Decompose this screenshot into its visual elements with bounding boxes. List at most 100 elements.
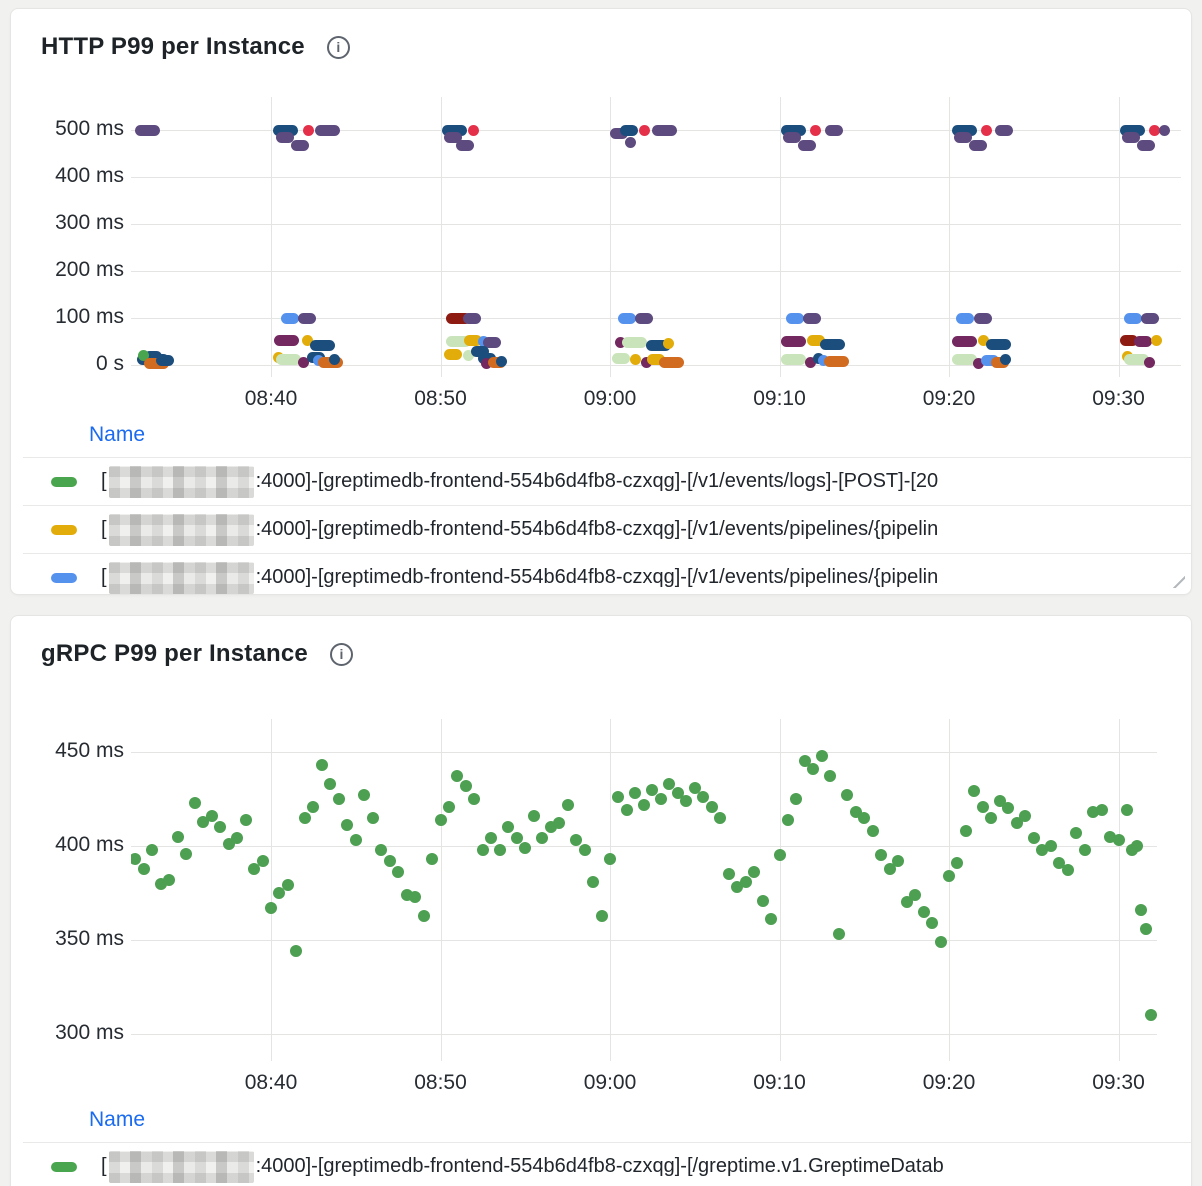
scatter-dot-green — [1019, 809, 1032, 822]
legend-label-prefix: [ — [101, 1155, 107, 1177]
scatter-dot-green — [1070, 826, 1083, 839]
legend-row[interactable]: [:4000]-[greptimedb-frontend-554b6d4fb8-… — [23, 505, 1191, 553]
x-axis-tick-label: 09:00 — [583, 1071, 637, 1094]
gridline-horizontal — [131, 365, 1181, 366]
scatter-dot-green — [298, 811, 311, 824]
legend-header: Name — [89, 423, 146, 446]
scatter-dot-green — [459, 779, 472, 792]
http-scatter-plot[interactable] — [131, 97, 1181, 377]
scatter-dot-green — [654, 793, 667, 805]
scatter-dot-purple — [291, 140, 310, 151]
series-color-dash — [51, 524, 77, 535]
scatter-dot-green — [519, 841, 532, 854]
scatter-dot-green — [553, 817, 566, 830]
info-icon[interactable]: i — [326, 35, 350, 59]
scatter-dot-green — [392, 866, 405, 879]
scatter-dot-lightgreen — [611, 352, 630, 364]
scatter-dot-green — [1044, 840, 1057, 852]
scatter-dot-green — [281, 879, 294, 892]
scatter-dot-yellow — [1150, 335, 1162, 347]
http-legend: Name [:4000]-[greptimedb-frontend-554b6d… — [11, 423, 1191, 594]
scatter-dot-lightgreen — [445, 336, 471, 347]
info-icon[interactable]: i — [329, 642, 353, 666]
scatter-dot-green — [587, 875, 600, 888]
scatter-dot-green — [1139, 922, 1152, 935]
scatter-dot-green — [163, 873, 176, 886]
scatter-dot-purple — [635, 312, 654, 324]
scatter-dot-green — [417, 909, 430, 922]
scatter-dot-green — [468, 793, 481, 805]
scatter-dot-navy — [986, 338, 1012, 350]
scatter-dot-purple — [782, 131, 801, 143]
legend-row[interactable]: [:4000]-[greptimedb-frontend-554b6d4fb8-… — [23, 457, 1191, 505]
scatter-dot-blue — [786, 312, 805, 324]
scatter-dot-green — [892, 855, 905, 868]
scatter-dot-green — [875, 849, 888, 862]
legend-header: Name — [89, 1108, 146, 1131]
scatter-dot-green — [434, 813, 447, 826]
scatter-dot-green — [205, 809, 218, 822]
scatter-dot-green — [917, 905, 930, 918]
scatter-dot-green — [570, 834, 583, 847]
y-axis-tick-label: 500 ms — [55, 117, 124, 140]
scatter-dot-purple — [462, 312, 481, 324]
scatter-dot-green — [841, 789, 854, 802]
scatter-dot-purple — [954, 132, 973, 144]
scatter-dot-green — [349, 834, 362, 847]
scatter-dot-navy — [645, 340, 671, 352]
scatter-dot-green — [315, 759, 328, 772]
scatter-dot-green — [485, 832, 498, 845]
redacted-ip — [108, 1150, 254, 1183]
scatter-dot-blue — [618, 312, 637, 324]
scatter-dot-green — [239, 813, 252, 826]
scatter-dot-magenta — [615, 336, 627, 348]
y-axis-tick-label: 350 ms — [55, 927, 124, 950]
scatter-dot-purple — [825, 124, 844, 136]
gridline-horizontal — [131, 318, 1181, 319]
y-axis-tick-label: 300 ms — [55, 1021, 124, 1044]
scatter-dot-green — [985, 811, 998, 824]
legend-row[interactable]: [:4000]-[greptimedb-frontend-554b6d4fb8-… — [23, 553, 1191, 594]
scatter-dot-navy — [620, 124, 639, 136]
scatter-dot-blue — [955, 312, 974, 324]
series-color-dash — [51, 1161, 77, 1172]
x-axis-tick-label: 09:20 — [922, 1071, 976, 1094]
gridline-horizontal — [131, 940, 1157, 941]
x-axis-tick-label: 09:10 — [753, 387, 806, 410]
scatter-dot-green — [383, 855, 396, 868]
scatter-dot-green — [171, 830, 184, 843]
gridline-horizontal — [131, 752, 1157, 753]
scatter-dot-green — [493, 843, 506, 856]
scatter-dot-green — [976, 800, 989, 813]
scatter-dot-green — [358, 789, 371, 802]
scatter-dot-red — [467, 124, 479, 136]
scatter-dot-green — [663, 777, 676, 790]
y-axis-tick-label: 300 ms — [55, 211, 124, 234]
scatter-dot-green — [248, 862, 261, 875]
scatter-dot-navy — [999, 353, 1011, 365]
panel-http-p99: HTTP P99 per Instance i 500 ms 400 ms 300 … — [10, 8, 1192, 595]
scatter-dot-magenta — [952, 336, 978, 347]
scatter-dot-magenta — [274, 335, 300, 347]
scatter-dot-green — [900, 896, 913, 909]
scatter-dot-red — [1149, 124, 1160, 136]
scatter-dot-maroon — [1120, 335, 1139, 347]
scatter-dot-green — [1095, 804, 1108, 817]
scatter-dot-yellow — [977, 335, 989, 347]
grpc-scatter-plot[interactable] — [131, 719, 1157, 1061]
scatter-dot-green — [451, 770, 464, 783]
scatter-dot-purple — [969, 139, 988, 151]
legend-row[interactable]: [:4000]-[greptimedb-frontend-554b6d4fb8-… — [23, 1142, 1191, 1186]
x-axis-tick-label: 08:50 — [414, 1071, 467, 1094]
scatter-dot-green — [265, 902, 277, 915]
scatter-dot-green — [409, 890, 422, 903]
legend-series-label: [:4000]-[greptimedb-frontend-554b6d4fb8-… — [101, 561, 1191, 594]
scatter-dot-yellow — [647, 353, 666, 365]
legend-label-text: :4000]-[greptimedb-frontend-554b6d4fb8-c… — [255, 518, 939, 540]
scatter-dot-green — [273, 887, 286, 899]
scatter-dot-purple — [482, 337, 501, 349]
scatter-dot-green — [748, 866, 761, 879]
redacted-ip — [108, 465, 254, 498]
scatter-dot-green — [578, 843, 591, 856]
